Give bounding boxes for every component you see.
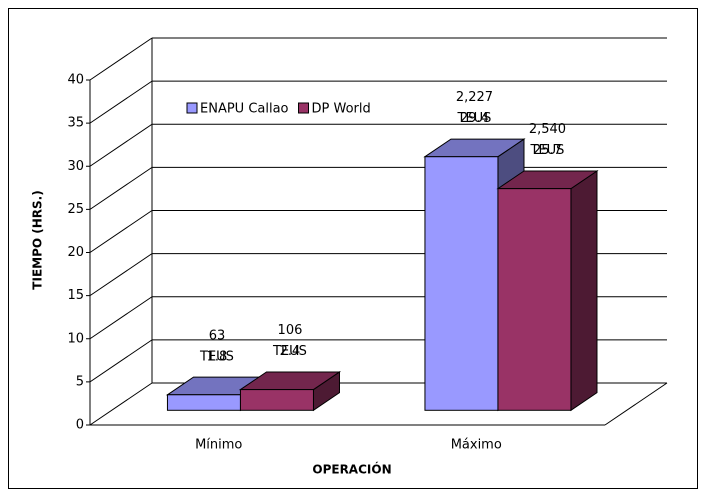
legend-label: ENAPU Callao [200,102,289,117]
y-tick-label: 10 [67,331,84,346]
side-grid-line [89,166,153,210]
annotation: TEUS [199,349,234,364]
annotation: TEUS [530,143,565,158]
y-axis-label: TIEMPO (HRS.) [31,190,45,289]
bar [238,371,342,412]
annotation: TEUS [457,111,492,126]
y-tick-label: 15 [67,288,84,303]
bar-side [570,170,598,412]
bar-front [497,188,572,411]
side-grid-line [89,382,153,426]
bar-front [166,394,241,411]
side-grid-line [89,37,153,81]
annotation: TEUS [272,344,307,359]
side-grid-line [89,80,153,124]
side-grid-line [89,253,153,297]
annotation: 63 [209,328,226,343]
y-tick-label: 20 [67,245,84,260]
x-tick-label: Máximo [451,438,502,453]
legend-swatch [186,102,198,114]
value-label: 2.4 [280,344,301,359]
legend-swatch [298,102,310,114]
legend-label: DP World [312,102,371,117]
side-grid-line [89,296,153,340]
side-grid-line [89,123,153,167]
y-tick-label: 30 [67,159,84,174]
y-tick-label: 25 [67,202,84,217]
bar [496,170,599,412]
value-label: 29.4 [460,111,489,126]
value-label: 25.7 [533,143,562,158]
side-grid-line [89,339,153,383]
value-label: 1.8 [207,349,228,364]
side-grid-line [89,210,153,253]
y-tick-label: 40 [67,73,84,88]
x-axis-label: OPERACIÓN [312,462,391,477]
annotation: 2,540 [529,122,566,137]
y-tick-label: 35 [67,116,84,131]
bar-front [239,389,314,411]
bar-front [424,156,499,411]
y-tick-label: 0 [76,418,84,433]
annotation: 2,227 [456,90,493,105]
floor-right [604,382,668,426]
y-tick-label: 5 [76,374,84,389]
chart-border [8,8,698,489]
annotation: 106 [278,323,303,338]
x-tick-label: Mínimo [195,438,242,453]
